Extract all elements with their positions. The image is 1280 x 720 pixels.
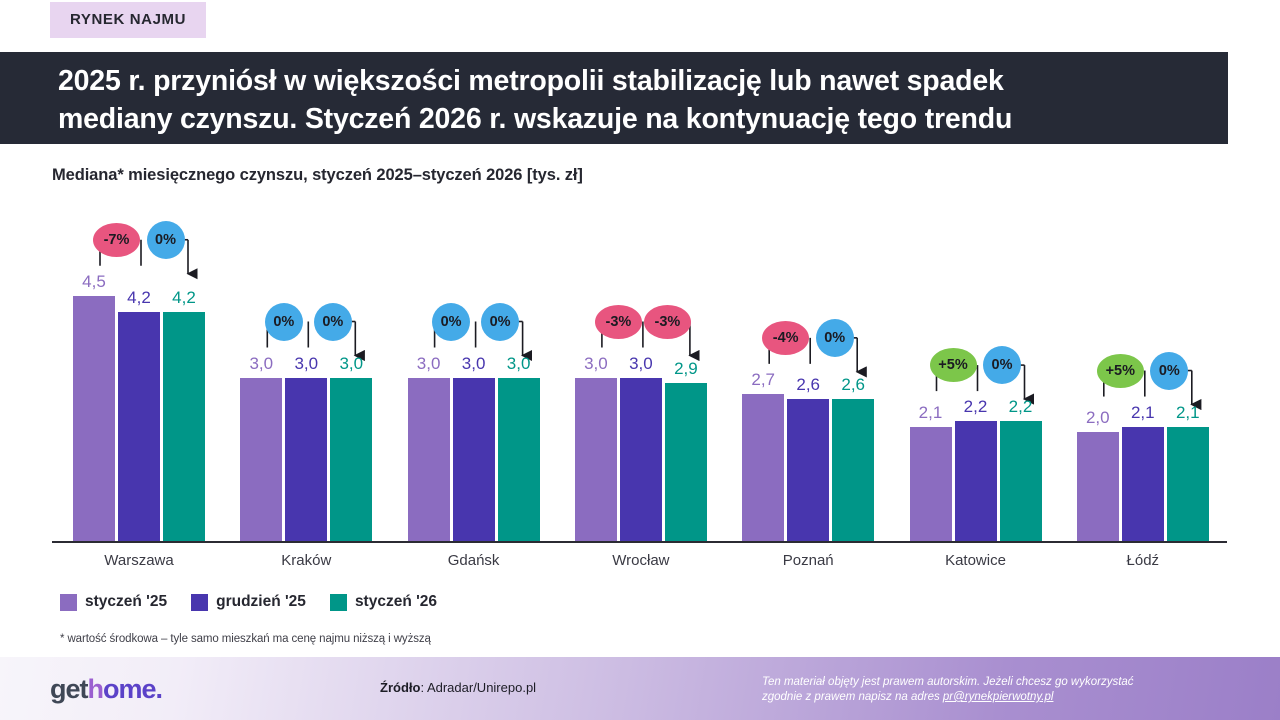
value-label-gdańsk-series3: 3,0 [506,353,531,373]
change-badge-katowice-2: 0% [983,346,1021,385]
bar-poznań-series1[interactable] [742,393,785,541]
value-label-wrocław-series1: 3,0 [584,353,608,373]
value-label-gdańsk-series1: 3,0 [416,353,441,373]
change-badge-gdańsk-2: 0% [481,302,520,341]
page-footer: gethome. Źródło: Adradar/Unirepo.pl Ten … [0,657,1280,720]
change-badge-warszawa-2: 0% [146,220,185,259]
copyright-notice: Ten materiał objęty jest prawem autorski… [762,675,1214,705]
value-label-kraków-series3: 3,0 [339,353,364,373]
bar-katowice-series3[interactable] [999,421,1042,541]
category-label-katowice: Katowice [945,552,1006,569]
category-label-warszawa: Warszawa [104,552,174,569]
contact-email-link[interactable]: pr@rynekpierwotny.pl [942,691,1054,703]
bar-łódź-series1[interactable] [1076,432,1119,541]
source-credit: Źródło: Adradar/Unirepo.pl [380,680,536,695]
value-label-wrocław-series2: 3,0 [629,353,653,373]
legend-item[interactable]: styczeń '25 [60,593,167,611]
bar-katowice-series2[interactable] [954,421,997,541]
change-badge-poznań-1: -4% [762,320,810,355]
chart-legend: styczeń '25 grudzień '25 styczeń '26 [60,593,451,611]
bar-warszawa-series3[interactable] [163,312,205,541]
copyright-line-1: Ten materiał objęty jest prawem autorski… [762,676,1134,688]
change-badge-warszawa-1: -7% [93,222,140,257]
change-badge-łódź-2: 0% [1150,351,1189,390]
value-label-wrocław-series3: 2,9 [674,358,698,378]
bar-łódź-series2[interactable] [1121,426,1164,541]
value-label-warszawa-series3: 4,2 [172,288,196,308]
x-axis-line [52,541,1227,543]
bar-kraków-series1[interactable] [240,377,283,541]
legend-item[interactable]: styczeń '26 [329,593,438,611]
change-badge-katowice-1: +5% [929,348,977,383]
source-label: Źródło [380,680,421,695]
category-label-wrocław: Wrocław [612,552,670,569]
headline-line-1: 2025 r. przyniósł w większości metropoli… [58,65,1004,97]
value-label-katowice-series1: 2,1 [918,402,943,422]
chart-footnote: * wartość środkowa – tyle samo mieszkań … [60,633,431,645]
bar-poznań-series3[interactable] [832,399,875,541]
category-label-gdańsk: Gdańsk [447,552,500,569]
bar-łódź-series3[interactable] [1166,426,1209,541]
change-badge-poznań-2: 0% [815,318,854,357]
bar-gdańsk-series1[interactable] [407,377,450,541]
headline-line-2: mediany czynszu. Styczeń 2026 r. wskazuj… [58,103,1013,135]
change-badge-gdańsk-1: 0% [432,302,471,341]
legend-item[interactable]: grudzień '25 [191,593,306,611]
category-label-kraków: Kraków [281,552,332,569]
change-badge-kraków-1: 0% [264,302,303,341]
bar-kraków-series2[interactable] [285,377,328,541]
bar-wrocław-series2[interactable] [619,377,662,541]
chart-subtitle: Mediana* miesięcznego czynszu, styczeń 2… [52,166,583,184]
change-badge-kraków-2: 0% [313,302,352,341]
legend-swatch-1 [60,593,77,611]
headline-banner: 2025 r. przyniósł w większości metropoli… [0,52,1228,144]
bar-wrocław-series1[interactable] [574,377,617,541]
change-badge-łódź-1: +5% [1096,353,1144,388]
change-badge-wrocław-2: -3% [643,304,691,339]
legend-label: styczeń '25 [85,593,168,610]
value-label-katowice-series3: 2,2 [1008,397,1033,417]
value-label-łódź-series3: 2,1 [1175,402,1200,422]
legend-swatch-2 [191,593,209,611]
value-label-poznań-series3: 2,6 [841,375,865,395]
source-value: : Adradar/Unirepo.pl [420,680,537,695]
bar-poznań-series2[interactable] [787,399,830,541]
value-label-kraków-series1: 3,0 [249,353,274,373]
category-label-poznań: Poznań [782,552,834,569]
value-label-poznań-series2: 2,6 [796,375,820,395]
legend-label: grudzień '25 [216,593,306,610]
value-label-warszawa-series1: 4,5 [82,271,106,291]
logo-text-ome: ome. [103,674,163,704]
logo-text-get: get [50,674,88,704]
bar-wrocław-series3[interactable] [664,382,707,541]
value-label-łódź-series1: 2,0 [1085,408,1110,427]
bar-katowice-series1[interactable] [909,426,952,541]
logo-text-h: h [87,674,104,704]
bar-gdańsk-series3[interactable] [497,377,540,541]
bar-warszawa-series1[interactable] [73,295,115,541]
value-label-kraków-series2: 3,0 [294,353,319,373]
value-label-łódź-series2: 2,1 [1130,402,1155,422]
category-label-łódź: Łódź [1126,552,1160,569]
gethome-logo: gethome. [50,674,163,705]
legend-label: styczeń '26 [354,593,438,610]
value-label-gdańsk-series2: 3,0 [461,353,486,373]
value-label-warszawa-series2: 4,2 [127,288,151,308]
legend-swatch-3 [329,593,347,611]
change-badge-wrocław-1: -3% [594,304,642,339]
value-label-katowice-series2: 2,2 [963,397,988,417]
bar-kraków-series3[interactable] [330,377,373,541]
kicker-badge: RYNEK NAJMU [50,2,207,38]
bar-warszawa-series2[interactable] [118,312,160,541]
value-label-poznań-series1: 2,7 [751,369,775,389]
bar-gdańsk-series2[interactable] [452,377,495,541]
copyright-line-2: zgodnie z prawem napisz na adres [762,691,943,703]
